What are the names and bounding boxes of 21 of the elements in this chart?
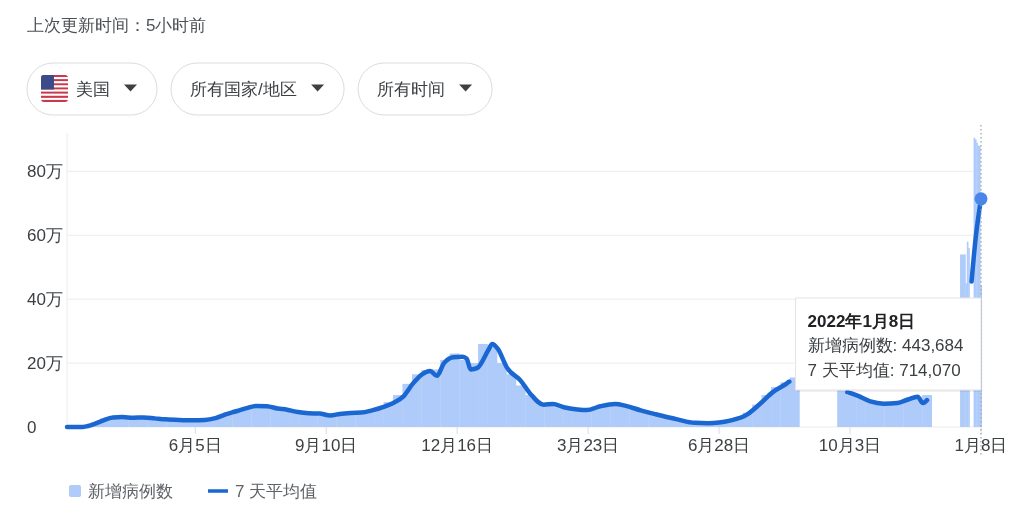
y-tick-label: 60万 — [27, 225, 63, 245]
text: 美国 — [76, 79, 110, 99]
y-tick-label: 80万 — [27, 161, 63, 181]
x-tick-label: 1月8日 — [954, 435, 1008, 455]
text: 上次更新时间：5小时前 — [27, 15, 207, 35]
text: 所有时间 — [377, 79, 446, 99]
y-tick-label: 0 — [27, 417, 37, 437]
legend-label: 新增病例数 — [88, 481, 173, 501]
text: 所有国家/地区 — [190, 79, 297, 99]
y-tick-label: 20万 — [27, 353, 63, 373]
x-tick-label: 9月10日 — [295, 435, 358, 455]
x-tick-label: 6月28日 — [687, 435, 751, 455]
x-tick-label: 6月5日 — [168, 435, 222, 455]
x-tick-label: 10月3日 — [818, 435, 882, 455]
x-tick-label: 3月23日 — [556, 435, 620, 455]
x-tick-label: 12月16日 — [421, 435, 494, 455]
legend-label: 7 天平均值 — [235, 481, 318, 501]
y-tick-label: 40万 — [27, 289, 63, 309]
annotation: 新增病例数: 443,684 — [807, 336, 964, 355]
annotation: 2022年1月8日 — [807, 311, 916, 331]
annotation: 7 天平均值: 714,070 — [807, 360, 961, 380]
